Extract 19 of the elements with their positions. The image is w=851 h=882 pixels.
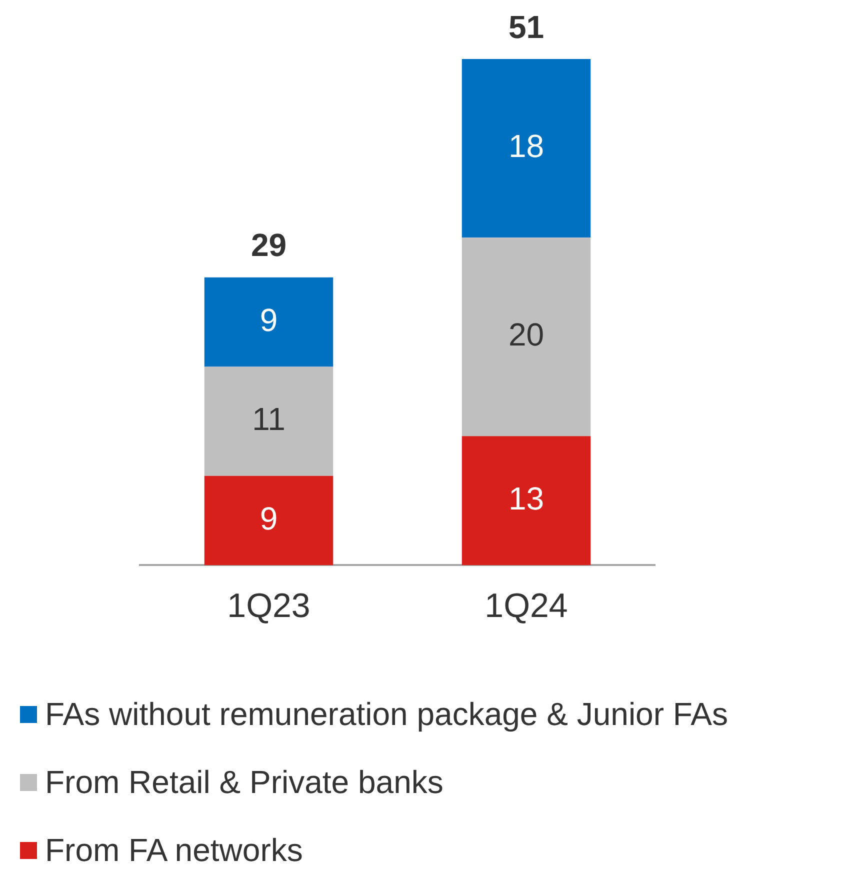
legend-label: From FA networks [45, 832, 303, 868]
bar [462, 238, 591, 436]
legend-label: From Retail & Private banks [45, 764, 444, 800]
data-label: 20 [508, 316, 544, 353]
x-tick-label: 1Q23 [227, 586, 310, 625]
bar [204, 277, 334, 367]
bar [204, 476, 334, 566]
data-label: 13 [508, 480, 544, 517]
total-label: 51 [508, 8, 544, 45]
total-label: 29 [250, 227, 287, 264]
x-tick-label: 1Q24 [484, 586, 568, 625]
bar [462, 436, 591, 566]
bar [204, 366, 334, 476]
data-label: 11 [252, 401, 286, 438]
data-label: 9 [260, 500, 278, 536]
data-label: 18 [508, 128, 544, 164]
bar [462, 59, 591, 238]
data-label: 9 [260, 302, 278, 338]
legend-label: FAs without remuneration package & Junior FAs [45, 696, 728, 732]
